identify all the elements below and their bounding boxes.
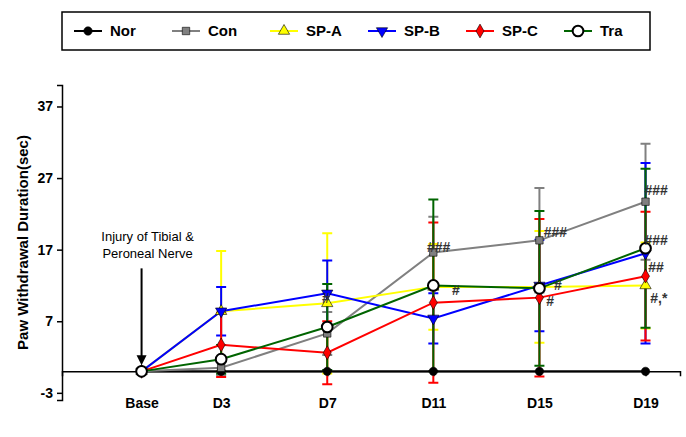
y-tick-mark (57, 321, 62, 323)
x-tick-label: Base (125, 395, 159, 411)
legend-marker (84, 27, 92, 35)
series-line (142, 276, 646, 371)
data-point (535, 367, 543, 375)
y-tick-label: 7 (45, 313, 53, 329)
legend-item: Tra (564, 22, 623, 39)
annotation: # (554, 277, 562, 293)
data-point (534, 283, 545, 294)
series-line (142, 248, 646, 371)
legend-box (62, 12, 650, 50)
legend-marker (376, 28, 387, 38)
legend-label: Tra (600, 22, 623, 39)
data-point (428, 315, 439, 325)
annotation: # (452, 282, 460, 298)
y-tick: 37 (37, 98, 62, 114)
y-tick-label: 17 (37, 242, 53, 258)
data-point (428, 280, 439, 291)
error-bar (428, 200, 438, 372)
x-tick-label: D11 (421, 395, 446, 411)
data-point (217, 338, 225, 352)
data-point (429, 367, 437, 375)
legend-label: Nor (110, 22, 136, 39)
arrow-note-text: Injury of Tibial & (101, 229, 194, 244)
y-tick-mark (57, 393, 62, 395)
legend-item: Con (172, 22, 237, 39)
annotation: ### (644, 232, 668, 248)
legend-label: SP-C (502, 22, 538, 39)
annotation: # (546, 293, 554, 309)
y-tick: 27 (37, 170, 62, 186)
data-point (323, 367, 331, 375)
data-point (216, 308, 227, 318)
data-point (136, 366, 147, 377)
x-tick-label: D15 (527, 395, 553, 411)
legend-marker (573, 26, 584, 37)
data-point (322, 322, 333, 333)
annotation: ### (644, 182, 668, 198)
y-axis: -3 7 17 27 37 (37, 86, 62, 401)
y-tick-mark (57, 249, 62, 251)
y-tick-label: -3 (41, 385, 54, 401)
legend-label: SP-A (306, 22, 342, 39)
x-tick-label: D19 (633, 395, 659, 411)
error-bars (216, 163, 650, 343)
y-tick-mark (57, 178, 62, 180)
annotation: ### (427, 239, 451, 255)
y-tick: 7 (45, 313, 62, 329)
legend-item: SP-A (270, 22, 342, 39)
error-bar (216, 313, 226, 377)
data-point (323, 346, 331, 360)
legend-item: SP-B (368, 22, 440, 39)
data-point (429, 296, 437, 310)
y-tick: -3 (41, 385, 62, 401)
annotation: ### (544, 224, 568, 240)
x-axis: Base D3 D7 D11 D15 D19 (63, 371, 681, 411)
plot-area (136, 144, 651, 385)
data-point (216, 354, 227, 365)
legend: Nor Con SP-A SP-B SP-C Tra (62, 12, 650, 50)
legend-item: Nor (74, 22, 136, 39)
data-point (641, 367, 649, 375)
legend-marker (476, 24, 484, 38)
y-tick-mark (57, 106, 62, 108)
chart: -3 7 17 27 37 Base D3 D7 D11 D15 D19 Paw Withdrawal… (0, 0, 686, 437)
arrow-shaft (141, 268, 143, 359)
arrow-note-text: Peroneal Nerve (102, 246, 192, 261)
error-bar (322, 321, 332, 384)
legend-item: SP-C (466, 22, 538, 39)
x-axis-line (63, 372, 681, 377)
error-bar (322, 284, 332, 370)
y-axis-title: Paw Withdrawal Duration(sec) (14, 135, 31, 350)
series-line (142, 285, 646, 371)
x-tick: D19 (633, 371, 659, 411)
series-line (142, 202, 646, 372)
legend-marker (182, 27, 189, 34)
y-tick-label: 27 (37, 170, 53, 186)
series-line (142, 253, 646, 371)
legend-label: SP-B (404, 22, 440, 39)
x-tick-label: D7 (319, 395, 337, 411)
annotation: #,* (650, 290, 668, 306)
error-bar (322, 233, 332, 373)
annotation: ## (648, 259, 664, 275)
data-point (428, 280, 439, 290)
y-tick-label: 37 (37, 98, 53, 114)
legend-label: Con (208, 22, 237, 39)
data-point (536, 237, 543, 244)
annotation: # (322, 290, 330, 306)
y-axis-line (57, 86, 63, 401)
legend-marker (278, 24, 289, 34)
data-point (642, 198, 649, 205)
x-tick-label: D3 (213, 395, 231, 411)
error-bar (216, 251, 226, 371)
arrow-head (137, 355, 147, 365)
y-tick: 17 (37, 242, 62, 258)
